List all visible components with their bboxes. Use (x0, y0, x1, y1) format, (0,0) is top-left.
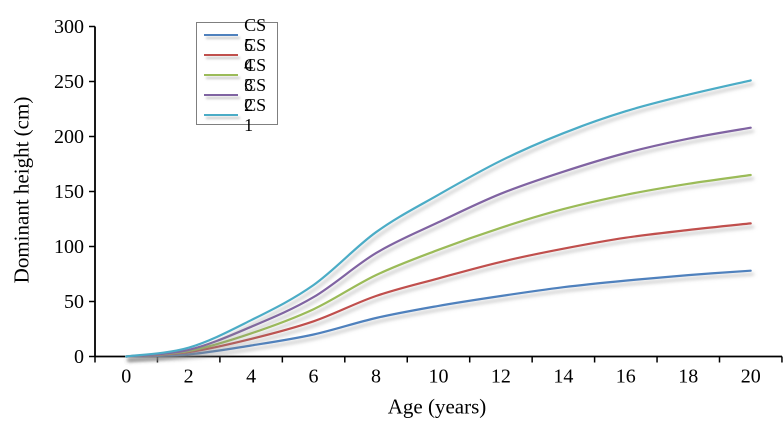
x-tick-label: 16 (616, 366, 636, 388)
x-tick-label: 0 (121, 366, 131, 388)
curve-cs-4 (125, 222, 752, 358)
x-tick-label: 18 (678, 366, 698, 388)
x-tick-label: 10 (428, 366, 448, 388)
x-tick-label: 12 (491, 366, 511, 388)
legend-item-cs-3: CS 3 (197, 55, 277, 95)
legend-item-cs-5: CS 5 (197, 15, 277, 55)
x-tick-label: 20 (741, 366, 761, 388)
legend-label: CS 3 (244, 55, 267, 95)
legend-line-swatch (204, 74, 239, 76)
x-tick-label: 2 (184, 366, 194, 388)
curve-cs-3 (125, 173, 752, 358)
y-tick-label: 200 (54, 126, 84, 148)
y-tick-label: 250 (54, 71, 84, 93)
x-tick-label: 8 (371, 366, 381, 388)
legend-item-cs-1: CS 1 (197, 95, 277, 135)
y-tick-label: 100 (54, 236, 84, 258)
legend-label: CS 5 (244, 15, 267, 55)
y-axis-title: Dominant height (cm) (9, 96, 34, 284)
legend-label: CS 4 (244, 35, 267, 75)
legend: CS 5 CS 4 CS 3 CS 2 CS 1 (196, 15, 278, 135)
legend-label: CS 2 (244, 75, 267, 115)
x-tick-label: 14 (553, 366, 573, 388)
legend-line-swatch (204, 94, 239, 96)
y-tick-label: 50 (64, 291, 84, 313)
y-tick-label: 150 (54, 181, 84, 203)
x-tick-label: 6 (309, 366, 319, 388)
curve-cs-5 (125, 269, 752, 358)
curve-cs-2 (125, 126, 752, 358)
x-axis-title: Age (years) (387, 394, 487, 419)
legend-item-cs-2: CS 2 (197, 75, 277, 115)
curve-cs-1 (125, 79, 752, 358)
x-tick-label: 4 (246, 366, 256, 388)
y-tick-label: 300 (54, 16, 84, 38)
legend-line-swatch (204, 34, 239, 36)
legend-line-swatch (204, 54, 239, 56)
legend-label: CS 1 (244, 95, 267, 135)
legend-line-swatch (204, 114, 239, 116)
legend-item-cs-4: CS 4 (197, 35, 277, 75)
y-tick-label: 0 (74, 346, 84, 368)
